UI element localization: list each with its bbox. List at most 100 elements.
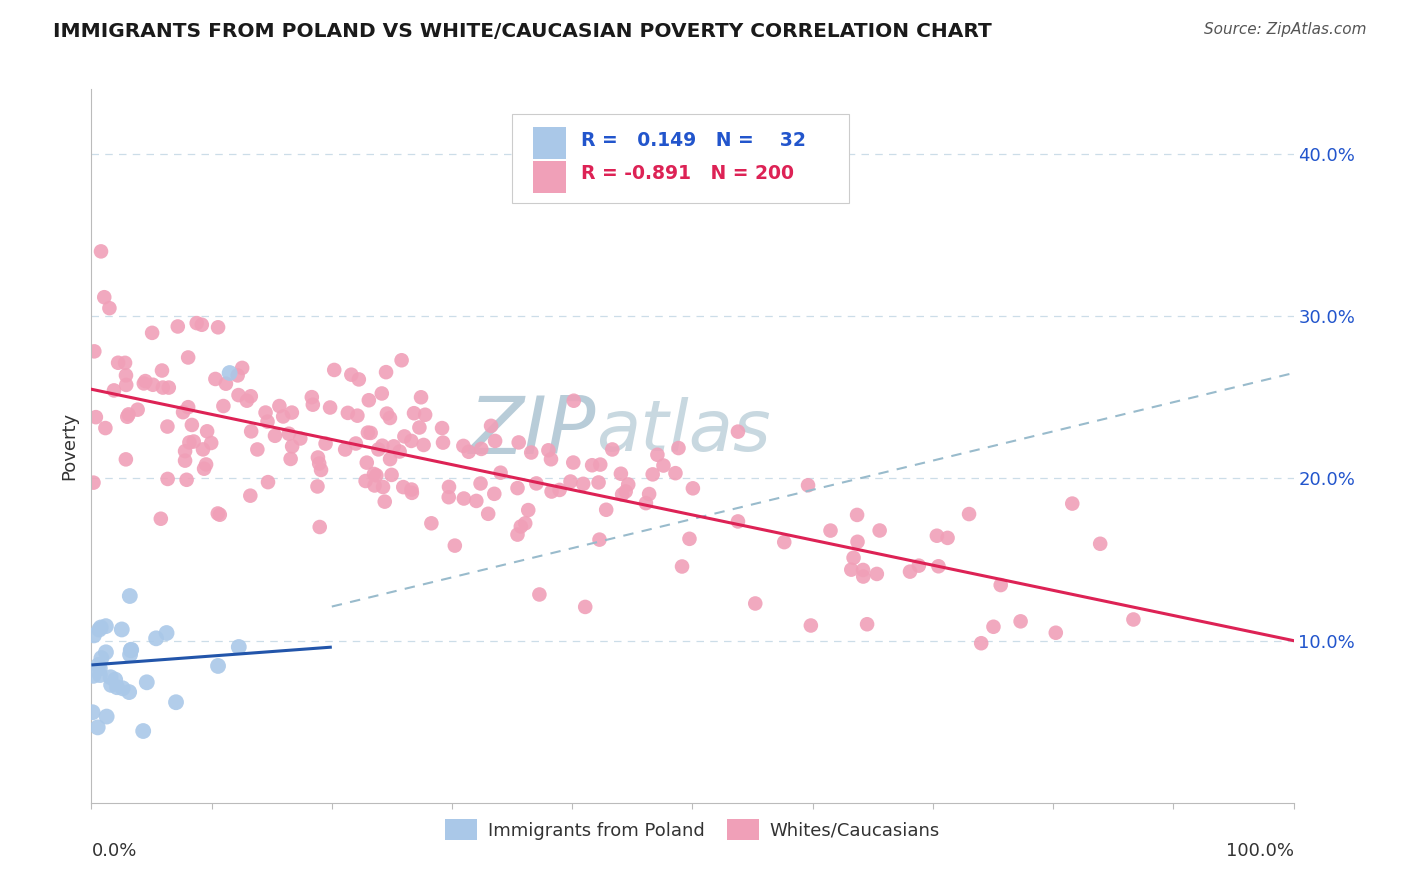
Point: [610, 467, 633, 481]
Point: [600, 442, 623, 457]
Point: [356, 456, 378, 470]
Point: [240, 425, 263, 439]
Point: [668, 441, 690, 455]
Point: [179, 435, 201, 450]
Point: [152, 380, 174, 394]
Point: [307, 479, 329, 493]
Point: [89, 661, 111, 675]
Point: [117, 409, 139, 424]
Point: [744, 597, 766, 611]
Point: [307, 450, 329, 465]
Text: 0.0%: 0.0%: [91, 842, 136, 860]
Point: [309, 463, 332, 477]
Point: [156, 472, 179, 486]
Point: [157, 381, 180, 395]
Point: [664, 466, 686, 480]
Point: [212, 399, 235, 413]
Point: [957, 507, 980, 521]
Point: [120, 648, 142, 662]
Point: [634, 496, 657, 510]
Point: [120, 643, 142, 657]
Point: [588, 475, 610, 490]
Point: [257, 475, 280, 490]
Point: [111, 623, 134, 637]
Point: [107, 356, 129, 370]
Point: [156, 419, 179, 434]
Point: [508, 435, 530, 450]
Point: [218, 366, 240, 380]
Point: [90, 620, 112, 634]
FancyBboxPatch shape: [512, 114, 849, 203]
Point: [420, 516, 443, 531]
Point: [842, 550, 865, 565]
Point: [165, 695, 187, 709]
Point: [207, 507, 229, 521]
Point: [149, 512, 172, 526]
Bar: [533, 128, 567, 160]
Point: [231, 360, 253, 375]
Point: [180, 417, 202, 432]
Point: [610, 487, 633, 501]
Point: [200, 436, 222, 450]
Point: [409, 390, 432, 404]
Point: [323, 363, 346, 377]
Point: [457, 444, 479, 458]
Point: [120, 642, 142, 657]
Point: [378, 452, 401, 467]
Point: [520, 445, 543, 459]
Point: [186, 316, 208, 330]
Point: [84, 410, 107, 425]
Point: [239, 389, 262, 403]
Point: [90, 651, 112, 665]
Point: [315, 436, 337, 450]
Text: R =   0.149   N =    32: R = 0.149 N = 32: [581, 130, 806, 150]
Point: [839, 563, 862, 577]
Point: [537, 443, 560, 458]
Point: [236, 393, 259, 408]
Point: [524, 476, 547, 491]
Point: [254, 406, 277, 420]
Point: [344, 436, 367, 450]
Point: [617, 477, 640, 491]
Point: [652, 458, 675, 473]
Point: [132, 724, 155, 739]
Point: [401, 434, 423, 448]
Point: [470, 442, 492, 456]
Point: [204, 372, 226, 386]
Point: [641, 467, 664, 482]
Point: [93, 290, 115, 304]
Point: [927, 559, 949, 574]
Point: [87, 657, 110, 672]
Point: [852, 563, 875, 577]
Point: [371, 439, 394, 453]
Point: [363, 478, 385, 492]
Point: [82, 705, 104, 719]
Point: [114, 356, 136, 370]
Point: [191, 318, 214, 332]
Bar: [533, 161, 567, 193]
Point: [990, 578, 1012, 592]
Point: [172, 405, 194, 419]
Point: [371, 386, 394, 401]
Point: [443, 539, 465, 553]
Point: [678, 532, 700, 546]
Point: [374, 494, 396, 508]
Point: [437, 490, 460, 504]
Point: [115, 377, 138, 392]
Point: [727, 515, 749, 529]
Point: [89, 668, 111, 682]
Point: [150, 363, 173, 377]
Point: [856, 617, 879, 632]
Point: [134, 374, 156, 388]
Point: [118, 685, 141, 699]
Point: [866, 566, 889, 581]
Legend: Immigrants from Poland, Whites/Caucasians: Immigrants from Poland, Whites/Caucasian…: [437, 812, 948, 847]
Point: [394, 429, 416, 443]
Point: [195, 458, 218, 472]
Point: [336, 406, 359, 420]
Point: [983, 620, 1005, 634]
Point: [308, 520, 330, 534]
Point: [319, 401, 342, 415]
Point: [195, 425, 218, 439]
Point: [595, 502, 617, 516]
